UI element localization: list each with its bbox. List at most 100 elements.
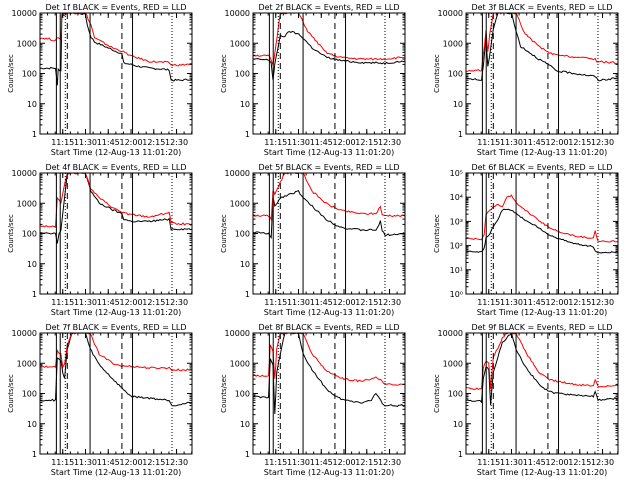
x-tick-label: 11:45 bbox=[310, 138, 333, 147]
y-tick-label: 10000 bbox=[438, 9, 463, 18]
x-tick-label: 11:15 bbox=[51, 298, 74, 307]
y-axis-label: Counts/sec bbox=[220, 374, 228, 413]
y-tick-label: 1 bbox=[32, 130, 37, 139]
x-axis-label: Start Time (12-Aug-13 11:01:20) bbox=[477, 148, 608, 157]
plot-frame bbox=[465, 12, 619, 135]
y-tick-label: 1 bbox=[458, 130, 463, 139]
x-tick-label: 11:45 bbox=[310, 458, 333, 467]
y-axis-label: Counts/sec bbox=[7, 374, 15, 413]
x-tick-label: 12:15 bbox=[568, 458, 591, 467]
y-tick-label: 1 bbox=[32, 290, 37, 299]
x-tick-label: 12:15 bbox=[355, 138, 378, 147]
y-tick-label: 100 bbox=[235, 70, 250, 79]
x-tick-label: 11:15 bbox=[51, 458, 74, 467]
x-tick-label: 12:30 bbox=[378, 458, 401, 467]
x-tick-label: 12:00 bbox=[119, 458, 142, 467]
chart-title: Det 5f BLACK = Events, RED = LLD bbox=[258, 163, 399, 172]
y-tick-label: 10000 bbox=[225, 169, 250, 178]
y-axis-label: Counts/sec bbox=[7, 54, 15, 93]
y-tick-label: 100 bbox=[22, 70, 37, 79]
x-axis-label: Start Time (12-Aug-13 11:01:20) bbox=[477, 468, 608, 477]
y-tick-label: 1 bbox=[458, 450, 463, 459]
x-tick-label: 12:30 bbox=[591, 138, 614, 147]
x-tick-label: 11:30 bbox=[74, 458, 97, 467]
plot-frame bbox=[465, 172, 619, 295]
plot-frame bbox=[39, 332, 193, 455]
y-tick-label: 10³ bbox=[450, 217, 463, 226]
y-tick-label: 10 bbox=[453, 420, 463, 429]
x-tick-label: 11:45 bbox=[523, 138, 546, 147]
chart-data-area bbox=[40, 13, 192, 86]
y-axis-label: Counts/sec bbox=[433, 374, 441, 413]
x-tick-label: 12:30 bbox=[165, 138, 188, 147]
plot-frame bbox=[39, 12, 193, 135]
x-axis-label: Start Time (12-Aug-13 11:01:20) bbox=[264, 468, 395, 477]
x-tick-label: 11:15 bbox=[264, 458, 287, 467]
x-tick-label: 11:15 bbox=[477, 298, 500, 307]
x-tick-label: 12:00 bbox=[332, 298, 355, 307]
y-tick-label: 10⁰ bbox=[450, 290, 463, 299]
x-tick-label: 11:30 bbox=[287, 298, 310, 307]
y-tick-label: 1 bbox=[245, 450, 250, 459]
y-tick-label: 100 bbox=[448, 70, 463, 79]
y-tick-label: 1000 bbox=[17, 359, 37, 368]
chart-data-area bbox=[253, 333, 405, 415]
chart-panel-5: 1 10 100 1000 10000 11:15 11:30 11:45 12:00 12:15… bbox=[220, 163, 406, 317]
chart-data-area bbox=[466, 194, 618, 254]
y-tick-label: 10 bbox=[27, 260, 37, 269]
series-line-lld bbox=[253, 333, 405, 386]
y-tick-label: 10000 bbox=[225, 9, 250, 18]
x-axis-label: Start Time (12-Aug-13 11:01:20) bbox=[51, 308, 182, 317]
y-axis-label: Counts/sec bbox=[433, 214, 441, 253]
y-tick-label: 10 bbox=[27, 420, 37, 429]
chart-data-area bbox=[40, 333, 192, 407]
x-tick-label: 11:30 bbox=[500, 298, 523, 307]
y-axis-label: Counts/sec bbox=[7, 214, 15, 253]
y-tick-label: 100 bbox=[22, 230, 37, 239]
y-tick-label: 100 bbox=[235, 230, 250, 239]
x-tick-label: 12:00 bbox=[119, 138, 142, 147]
y-tick-label: 100 bbox=[22, 390, 37, 399]
chart-panel-7: 1 10 100 1000 10000 11:15 11:30 11:45 12:00 12:15… bbox=[7, 323, 193, 477]
x-tick-label: 12:00 bbox=[332, 458, 355, 467]
chart-title: Det 1f BLACK = Events, RED = LLD bbox=[45, 3, 186, 12]
chart-data-area bbox=[466, 13, 618, 82]
y-tick-label: 1 bbox=[245, 130, 250, 139]
chart-title: Det 9f BLACK = Events, RED = LLD bbox=[471, 323, 612, 332]
y-tick-label: 10000 bbox=[12, 9, 37, 18]
x-tick-label: 11:45 bbox=[523, 458, 546, 467]
chart-title: Det 3f BLACK = Events, RED = LLD bbox=[471, 3, 612, 12]
x-axis-label: Start Time (12-Aug-13 11:01:20) bbox=[477, 308, 608, 317]
y-axis-label: Counts/sec bbox=[220, 214, 228, 253]
y-tick-label: 1 bbox=[32, 450, 37, 459]
x-tick-label: 12:15 bbox=[142, 298, 165, 307]
x-tick-label: 11:30 bbox=[287, 138, 310, 147]
x-tick-label: 11:15 bbox=[477, 458, 500, 467]
x-tick-label: 12:00 bbox=[545, 458, 568, 467]
series-line-lld bbox=[466, 333, 618, 391]
plot-frame bbox=[252, 12, 406, 135]
x-tick-label: 11:45 bbox=[523, 298, 546, 307]
series-line-events bbox=[40, 333, 192, 407]
x-tick-label: 11:30 bbox=[287, 458, 310, 467]
y-axis-label: Counts/sec bbox=[220, 54, 228, 93]
series-line-lld bbox=[40, 333, 192, 372]
chart-title: Det 6f BLACK = Events, RED = LLD bbox=[471, 163, 612, 172]
x-tick-label: 12:30 bbox=[591, 298, 614, 307]
x-tick-label: 12:15 bbox=[568, 298, 591, 307]
chart-panel-3: 1 10 100 1000 10000 11:15 11:30 11:45 12:00 12:15… bbox=[433, 3, 619, 157]
chart-data-area bbox=[253, 13, 405, 80]
x-tick-label: 12:30 bbox=[378, 298, 401, 307]
y-tick-label: 10 bbox=[240, 420, 250, 429]
x-axis-label: Start Time (12-Aug-13 11:01:20) bbox=[51, 148, 182, 157]
chart-title: Det 7f BLACK = Events, RED = LLD bbox=[45, 323, 186, 332]
series-line-lld bbox=[253, 13, 405, 67]
chart-title: Det 4f BLACK = Events, RED = LLD bbox=[45, 163, 186, 172]
y-tick-label: 100 bbox=[448, 390, 463, 399]
x-axis-label: Start Time (12-Aug-13 11:01:20) bbox=[51, 468, 182, 477]
y-tick-label: 10 bbox=[453, 100, 463, 109]
x-tick-label: 11:45 bbox=[310, 298, 333, 307]
x-tick-label: 11:30 bbox=[74, 298, 97, 307]
